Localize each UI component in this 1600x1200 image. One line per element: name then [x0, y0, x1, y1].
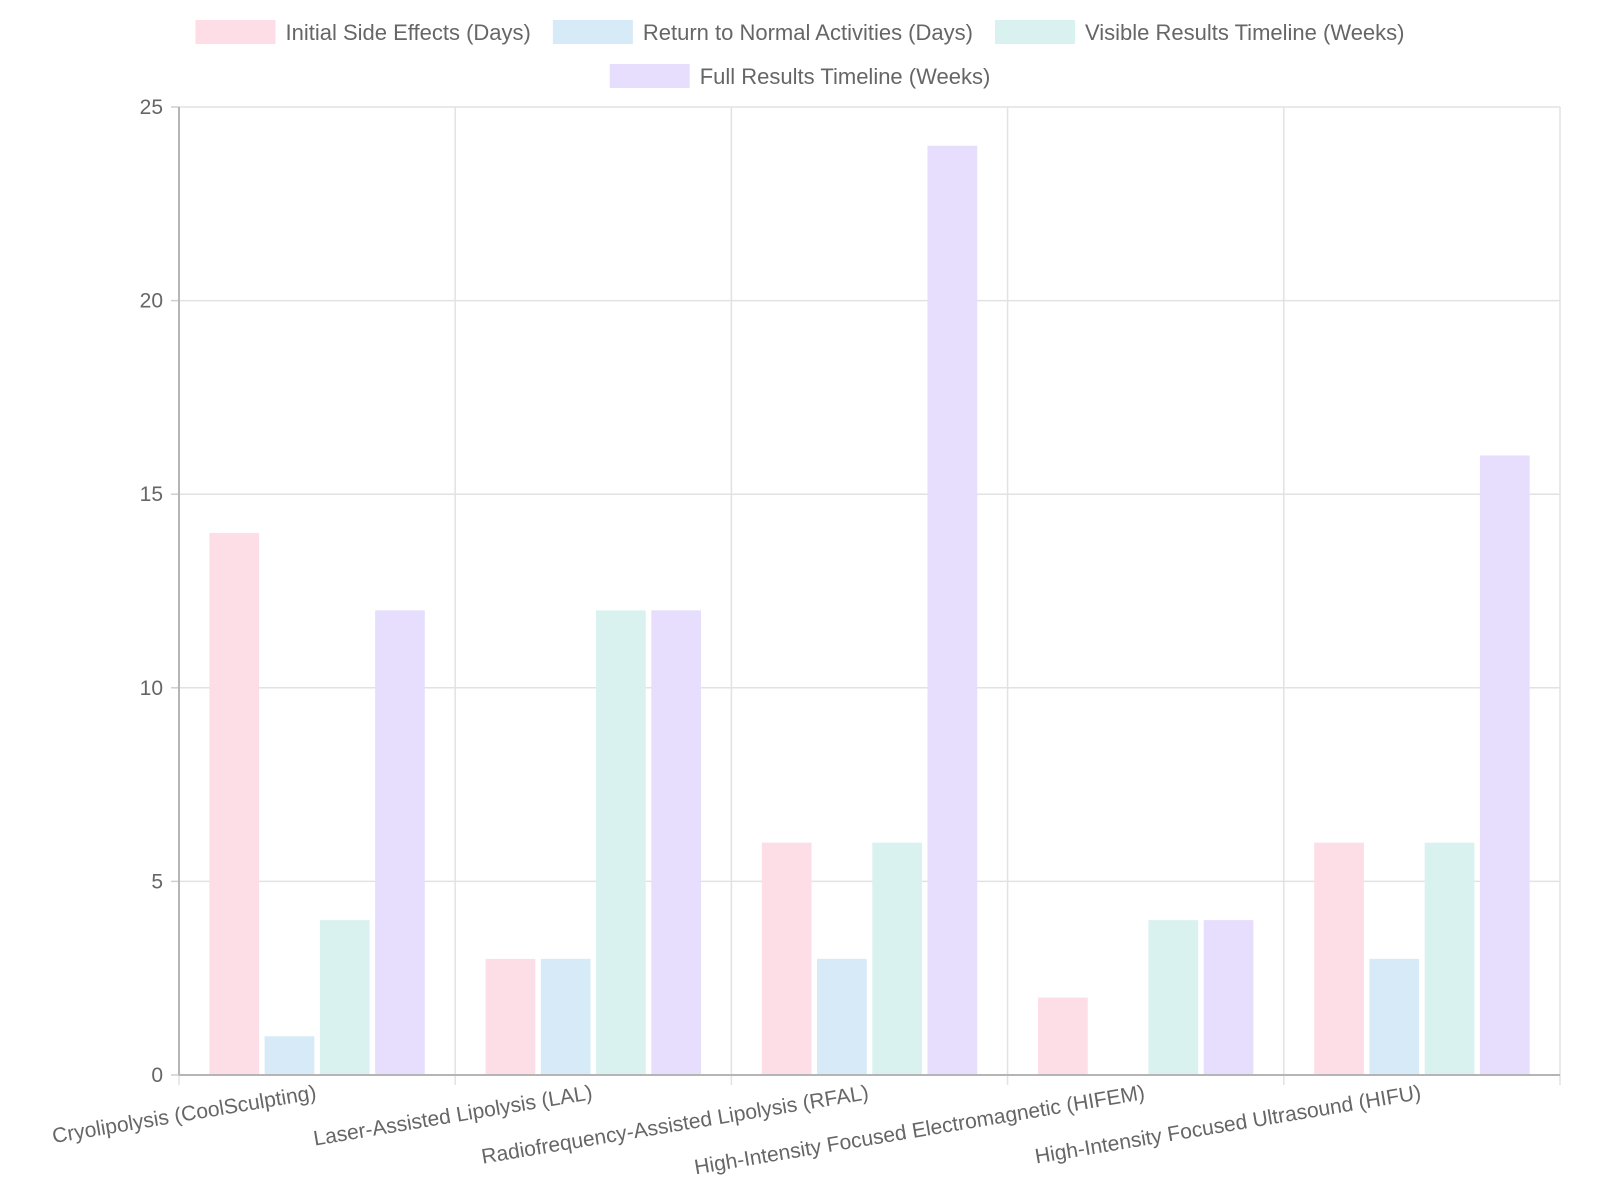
legend-label: Visible Results Timeline (Weeks) — [1085, 20, 1405, 45]
bar[interactable] — [1314, 842, 1364, 1075]
x-category-label: High-Intensity Focused Electromagnetic (… — [693, 1081, 1147, 1179]
bar[interactable] — [651, 610, 702, 1075]
axes — [171, 106, 1560, 1076]
legend-swatch — [994, 20, 1075, 44]
bar[interactable] — [1479, 455, 1530, 1076]
bar[interactable] — [264, 1036, 315, 1075]
x-axis-labels: Cryolipolysis (CoolSculpting)Laser-Assis… — [51, 1081, 1423, 1179]
bar[interactable] — [375, 610, 425, 1075]
bar[interactable] — [209, 532, 260, 1075]
y-tick-label: 0 — [151, 1064, 163, 1087]
bar[interactable] — [1148, 920, 1199, 1075]
legend-swatch — [609, 64, 690, 88]
legend-item[interactable]: Initial Side Effects (Days) — [195, 20, 531, 45]
legend-item[interactable]: Full Results Timeline (Weeks) — [609, 64, 991, 89]
bar[interactable] — [872, 842, 922, 1075]
legend: Initial Side Effects (Days) Return to Nor… — [195, 20, 1405, 89]
bar[interactable] — [927, 145, 978, 1076]
legend-swatch — [552, 20, 633, 44]
legend-label: Full Results Timeline (Weeks) — [700, 64, 991, 89]
bar[interactable] — [817, 958, 867, 1075]
bar[interactable] — [485, 958, 536, 1075]
bar[interactable] — [761, 842, 812, 1075]
legend-item[interactable]: Visible Results Timeline (Weeks) — [994, 20, 1405, 45]
y-tick-label: 5 — [151, 870, 163, 893]
legend-item[interactable]: Return to Normal Activities (Days) — [552, 20, 973, 45]
y-tick-label: 25 — [140, 96, 163, 119]
bar[interactable] — [319, 920, 370, 1075]
x-category-label: Cryolipolysis (CoolSculpting) — [51, 1081, 318, 1148]
bar[interactable] — [1037, 997, 1088, 1075]
bar[interactable] — [596, 610, 646, 1075]
bar-series — [209, 145, 1530, 1076]
y-tick-label: 15 — [140, 483, 163, 506]
bar[interactable] — [1203, 920, 1254, 1075]
y-tick-label: 10 — [140, 677, 163, 700]
legend-label: Return to Normal Activities (Days) — [643, 20, 973, 45]
bar[interactable] — [1369, 958, 1420, 1075]
legend-swatch — [195, 20, 276, 44]
bar[interactable] — [540, 958, 591, 1075]
legend-label: Initial Side Effects (Days) — [286, 20, 531, 45]
y-tick-label: 20 — [140, 290, 163, 313]
y-axis-ticks: 0 5 10 15 20 25 — [140, 96, 163, 1087]
bar[interactable] — [1424, 842, 1475, 1075]
